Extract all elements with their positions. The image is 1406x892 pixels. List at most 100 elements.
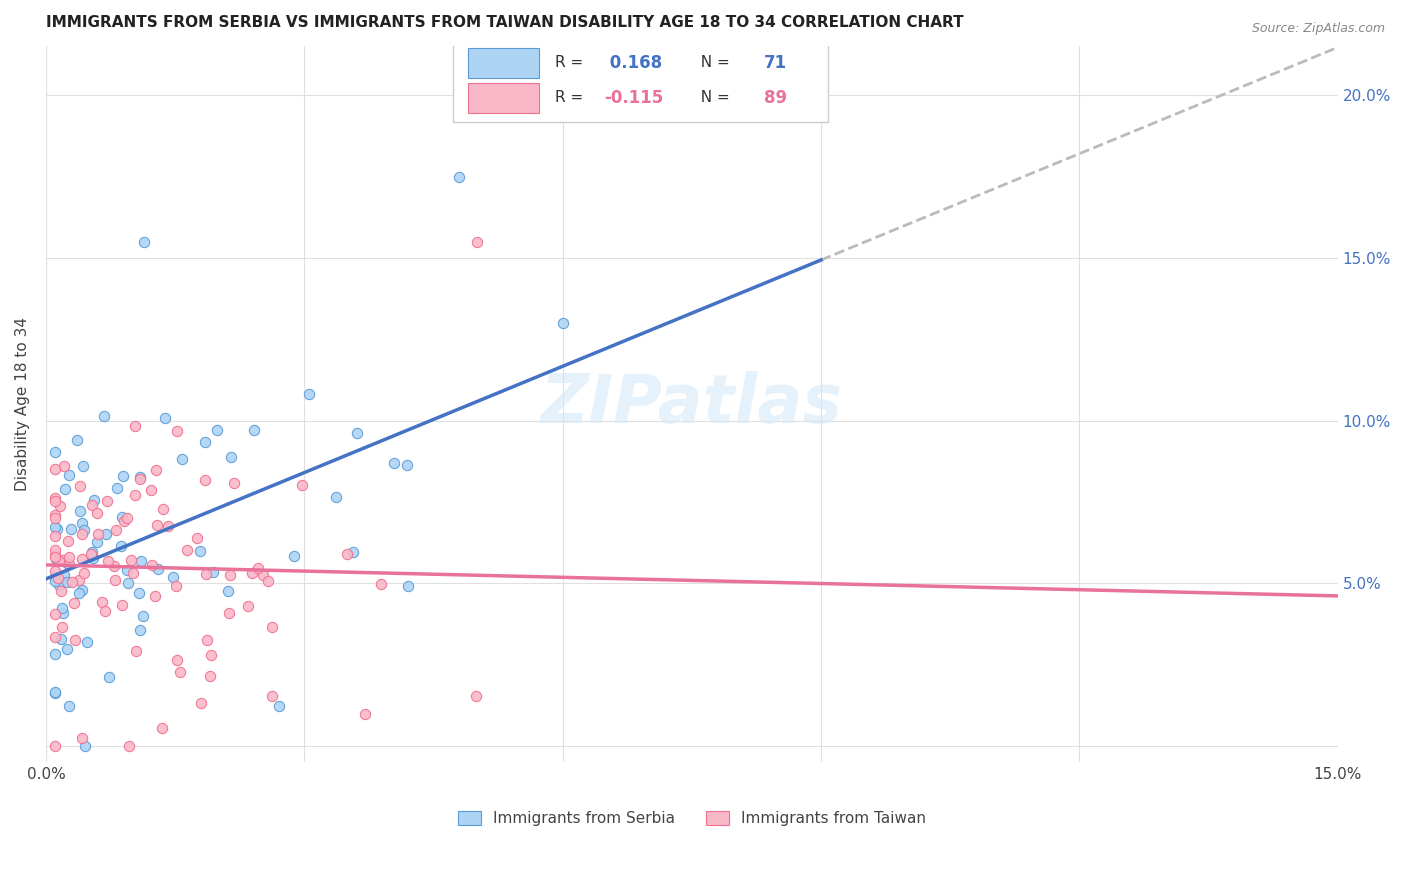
Point — [298, 387, 321, 401]
Point — [219, 450, 242, 464]
Point — [103, 558, 125, 573]
Point — [152, 501, 174, 516]
Point — [150, 722, 173, 736]
Text: N =: N = — [690, 55, 734, 70]
Point — [129, 473, 152, 487]
Point — [44, 529, 66, 543]
Point — [52, 553, 75, 567]
Point — [129, 623, 152, 637]
Point — [247, 561, 270, 575]
Point — [145, 463, 167, 477]
Point — [219, 567, 242, 582]
Point — [257, 574, 280, 589]
Point — [58, 467, 80, 482]
Point — [82, 550, 104, 565]
Point — [200, 648, 222, 663]
FancyBboxPatch shape — [453, 39, 828, 121]
Point — [44, 574, 66, 588]
Point — [132, 235, 155, 249]
Point — [465, 235, 488, 249]
Point — [240, 566, 263, 581]
Point — [44, 542, 66, 557]
Point — [60, 574, 83, 589]
Point — [44, 685, 66, 699]
Point — [94, 604, 117, 618]
Point — [70, 527, 93, 541]
Point — [291, 478, 314, 492]
Point — [186, 531, 208, 545]
Text: -0.115: -0.115 — [605, 89, 664, 107]
Point — [44, 520, 66, 534]
Point — [44, 493, 66, 508]
Point — [105, 523, 128, 537]
Point — [97, 670, 120, 684]
Point — [139, 483, 162, 498]
Point — [110, 540, 132, 554]
Point — [76, 635, 98, 649]
Point — [170, 451, 193, 466]
Point — [59, 522, 82, 536]
Point — [56, 556, 79, 570]
Point — [262, 619, 284, 633]
Point — [117, 511, 139, 525]
Point — [70, 582, 93, 597]
Point — [111, 509, 134, 524]
Point — [354, 707, 377, 722]
Point — [52, 458, 75, 473]
Text: R =: R = — [555, 90, 588, 105]
Point — [252, 567, 274, 582]
Point — [48, 553, 70, 567]
Text: N =: N = — [690, 90, 734, 105]
Point — [72, 524, 94, 538]
Point — [91, 595, 114, 609]
Point — [129, 554, 152, 568]
Point — [267, 699, 290, 714]
Point — [51, 620, 73, 634]
Point — [342, 545, 364, 559]
Text: 71: 71 — [765, 54, 787, 72]
Point — [121, 566, 143, 580]
Point — [124, 488, 146, 502]
Point — [80, 499, 103, 513]
Point — [325, 490, 347, 504]
Point — [72, 731, 94, 746]
Point — [67, 586, 90, 600]
Point — [346, 426, 368, 441]
Point — [370, 577, 392, 591]
Point — [44, 491, 66, 506]
Point — [111, 599, 134, 613]
Point — [44, 508, 66, 523]
Point — [46, 571, 69, 585]
Point — [44, 630, 66, 644]
Point — [80, 547, 103, 561]
Point — [48, 578, 70, 592]
Point — [146, 518, 169, 533]
Point — [55, 642, 77, 657]
Point — [56, 534, 79, 549]
Point — [190, 697, 212, 711]
Point — [165, 579, 187, 593]
Point — [67, 573, 90, 587]
Point — [44, 549, 66, 563]
Point — [176, 543, 198, 558]
Point — [395, 458, 418, 473]
Point — [117, 575, 139, 590]
Point — [73, 566, 96, 580]
Point — [44, 647, 66, 661]
Point — [143, 590, 166, 604]
Point — [396, 579, 419, 593]
Legend: Immigrants from Serbia, Immigrants from Taiwan: Immigrants from Serbia, Immigrants from … — [458, 812, 925, 826]
Point — [44, 564, 66, 578]
Point — [194, 567, 217, 582]
Text: R =: R = — [555, 55, 588, 70]
Point — [125, 644, 148, 658]
Point — [382, 456, 405, 470]
Point — [69, 479, 91, 493]
Point — [105, 481, 128, 495]
Point — [166, 653, 188, 667]
Point — [217, 584, 239, 599]
Point — [44, 570, 66, 584]
Point — [66, 433, 89, 447]
Point — [198, 669, 221, 683]
Point — [44, 462, 66, 476]
